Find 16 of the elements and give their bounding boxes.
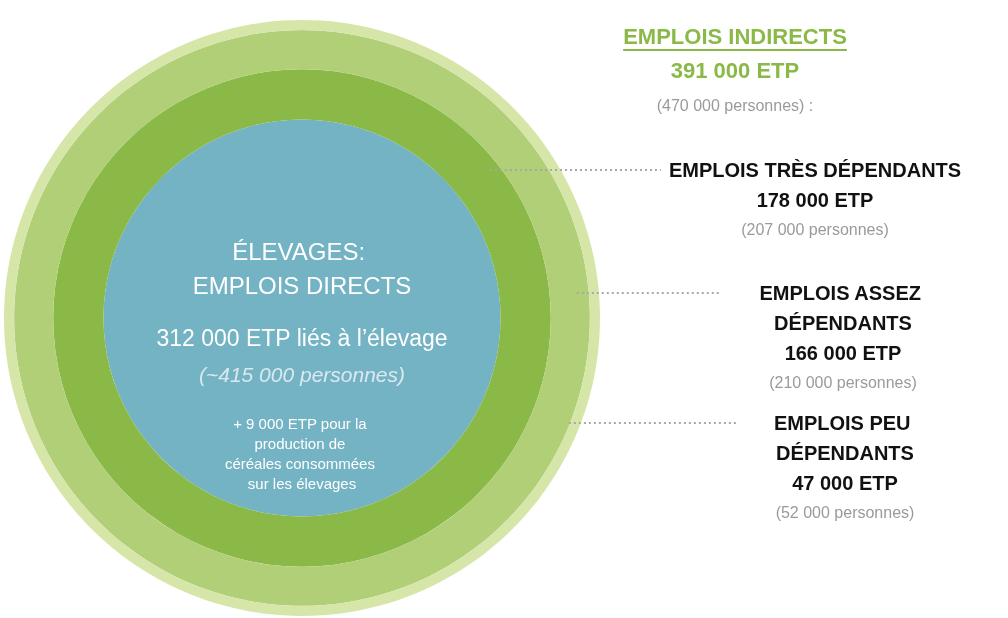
category-label: ÉLEVAGES: EMPLOIS DIRECTS: [192, 237, 412, 299]
data-label: 166 000 ETP: [784, 342, 902, 364]
text: (~415 000 personnes): [198, 362, 406, 386]
data-label: 178 000 ETP: [756, 189, 874, 211]
data-label: 47 000 ETP: [792, 472, 898, 494]
category-label: EMPLOIS ASSEZ DÉPENDANTS: [759, 282, 927, 334]
category-label: EMPLOIS TRÈS DÉPENDANTS: [668, 159, 962, 181]
category-label: EMPLOIS PEU DÉPENDANTS: [773, 412, 917, 464]
text: (210 000 personnes): [769, 373, 917, 391]
data-label: 312 000 ETP liés à l’élevage: [156, 325, 448, 351]
text: (207 000 personnes): [741, 220, 889, 238]
text: 391 000 ETP: [670, 57, 800, 83]
text: + 9 000 ETP pour la production de céréales consommées sur les élevages: [224, 414, 380, 492]
text: (52 000 personnes): [775, 503, 915, 521]
text: EMPLOIS INDIRECTS: [623, 23, 847, 49]
text: (470 000 personnes) :: [656, 96, 814, 114]
